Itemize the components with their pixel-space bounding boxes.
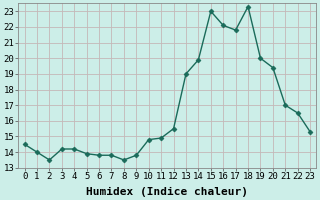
X-axis label: Humidex (Indice chaleur): Humidex (Indice chaleur) — [86, 186, 248, 197]
